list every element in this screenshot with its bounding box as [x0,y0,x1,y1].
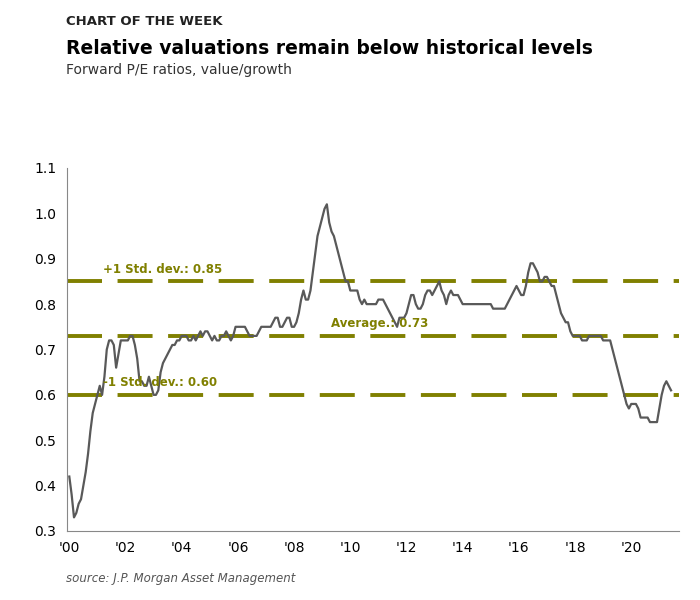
Text: -1 Std. dev.: 0.60: -1 Std. dev.: 0.60 [103,376,217,389]
Text: Average.: 0.73: Average.: 0.73 [330,317,428,330]
Text: source: J.P. Morgan Asset Management: source: J.P. Morgan Asset Management [66,572,296,585]
Text: +1 Std. dev.: 0.85: +1 Std. dev.: 0.85 [103,263,223,275]
Text: CHART OF THE WEEK: CHART OF THE WEEK [66,15,223,28]
Text: Relative valuations remain below historical levels: Relative valuations remain below histori… [66,39,594,58]
Text: Forward P/E ratios, value/growth: Forward P/E ratios, value/growth [66,63,293,77]
